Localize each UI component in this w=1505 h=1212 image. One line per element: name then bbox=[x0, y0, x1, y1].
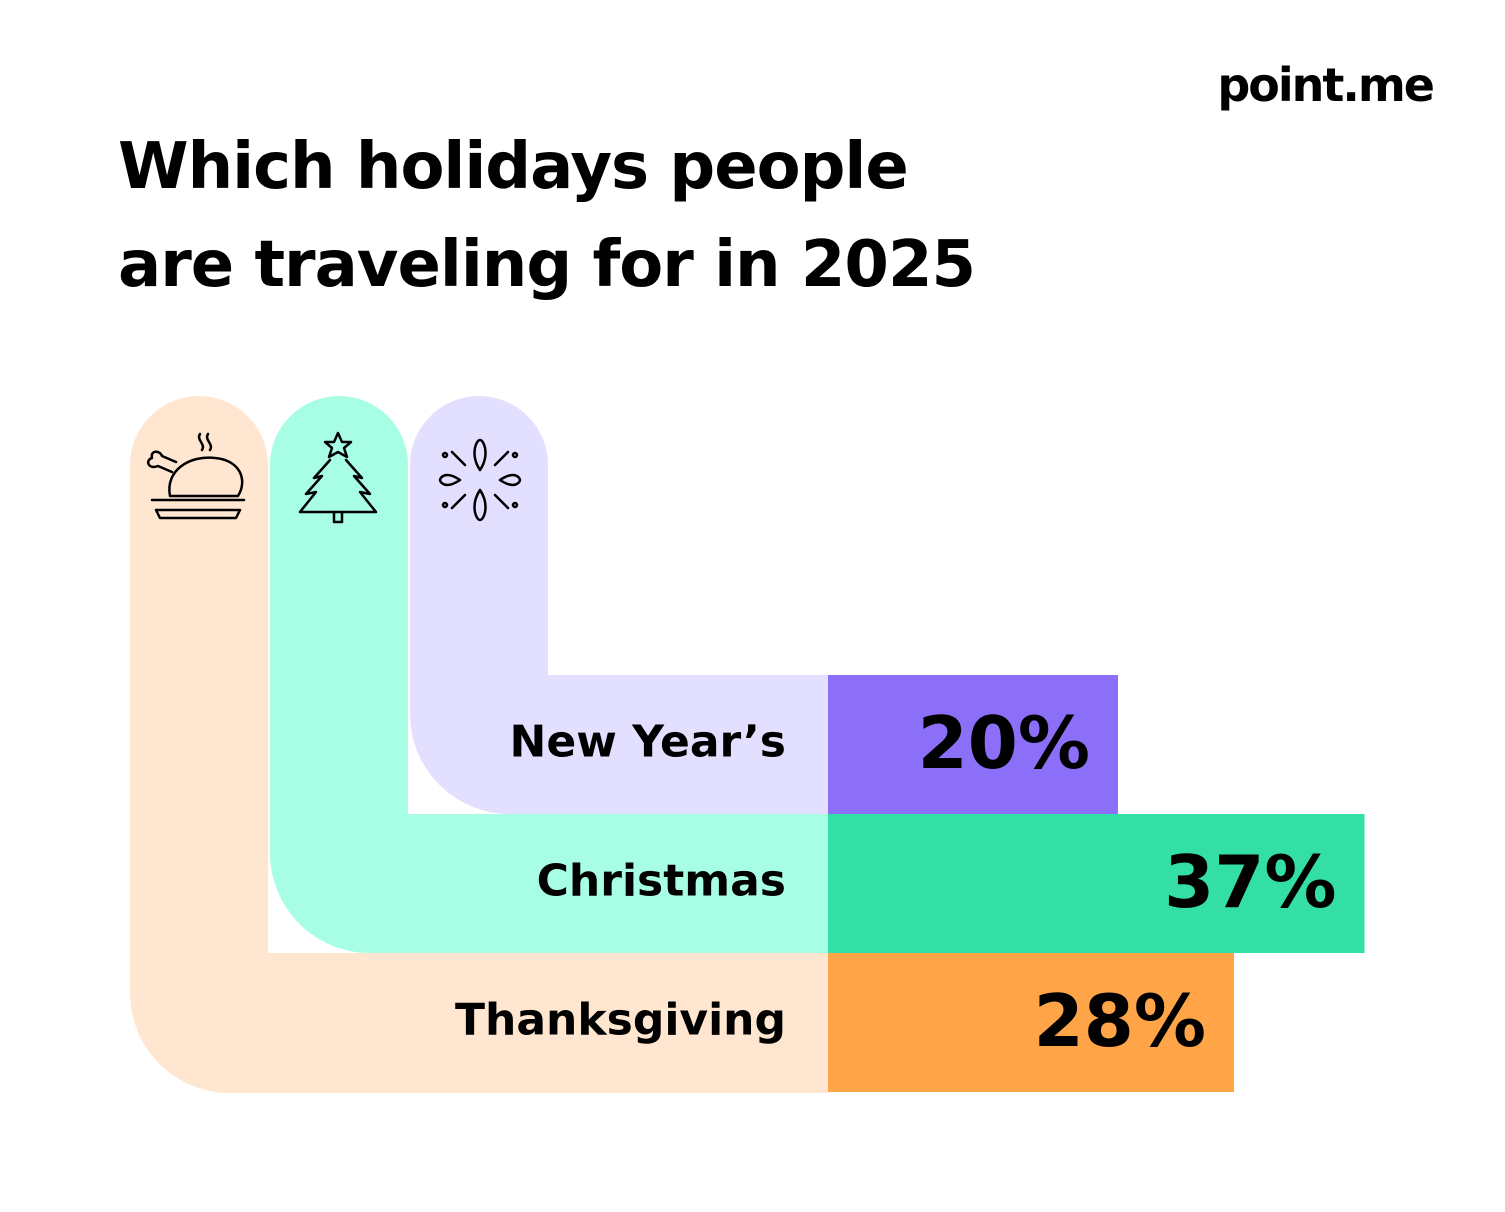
value-label: 28% bbox=[1034, 979, 1206, 1063]
bar bbox=[828, 953, 1234, 1092]
category-label: Christmas bbox=[537, 856, 786, 907]
turkey-icon bbox=[146, 432, 246, 520]
logo: point.me bbox=[1217, 58, 1435, 112]
bar bbox=[828, 814, 1365, 953]
chart-title: Which holidays people are traveling for … bbox=[118, 130, 976, 302]
bar bbox=[828, 675, 1118, 814]
christmas-track bbox=[270, 396, 828, 953]
tree-icon bbox=[298, 431, 378, 524]
value-label: 37% bbox=[1164, 840, 1336, 924]
thanksgiving-track bbox=[130, 396, 828, 1093]
fireworks-icon bbox=[438, 438, 522, 522]
new-years-track bbox=[410, 396, 828, 814]
category-label: Thanksgiving bbox=[455, 995, 786, 1046]
value-label: 20% bbox=[918, 701, 1090, 785]
category-label: New Year’s bbox=[510, 717, 786, 768]
